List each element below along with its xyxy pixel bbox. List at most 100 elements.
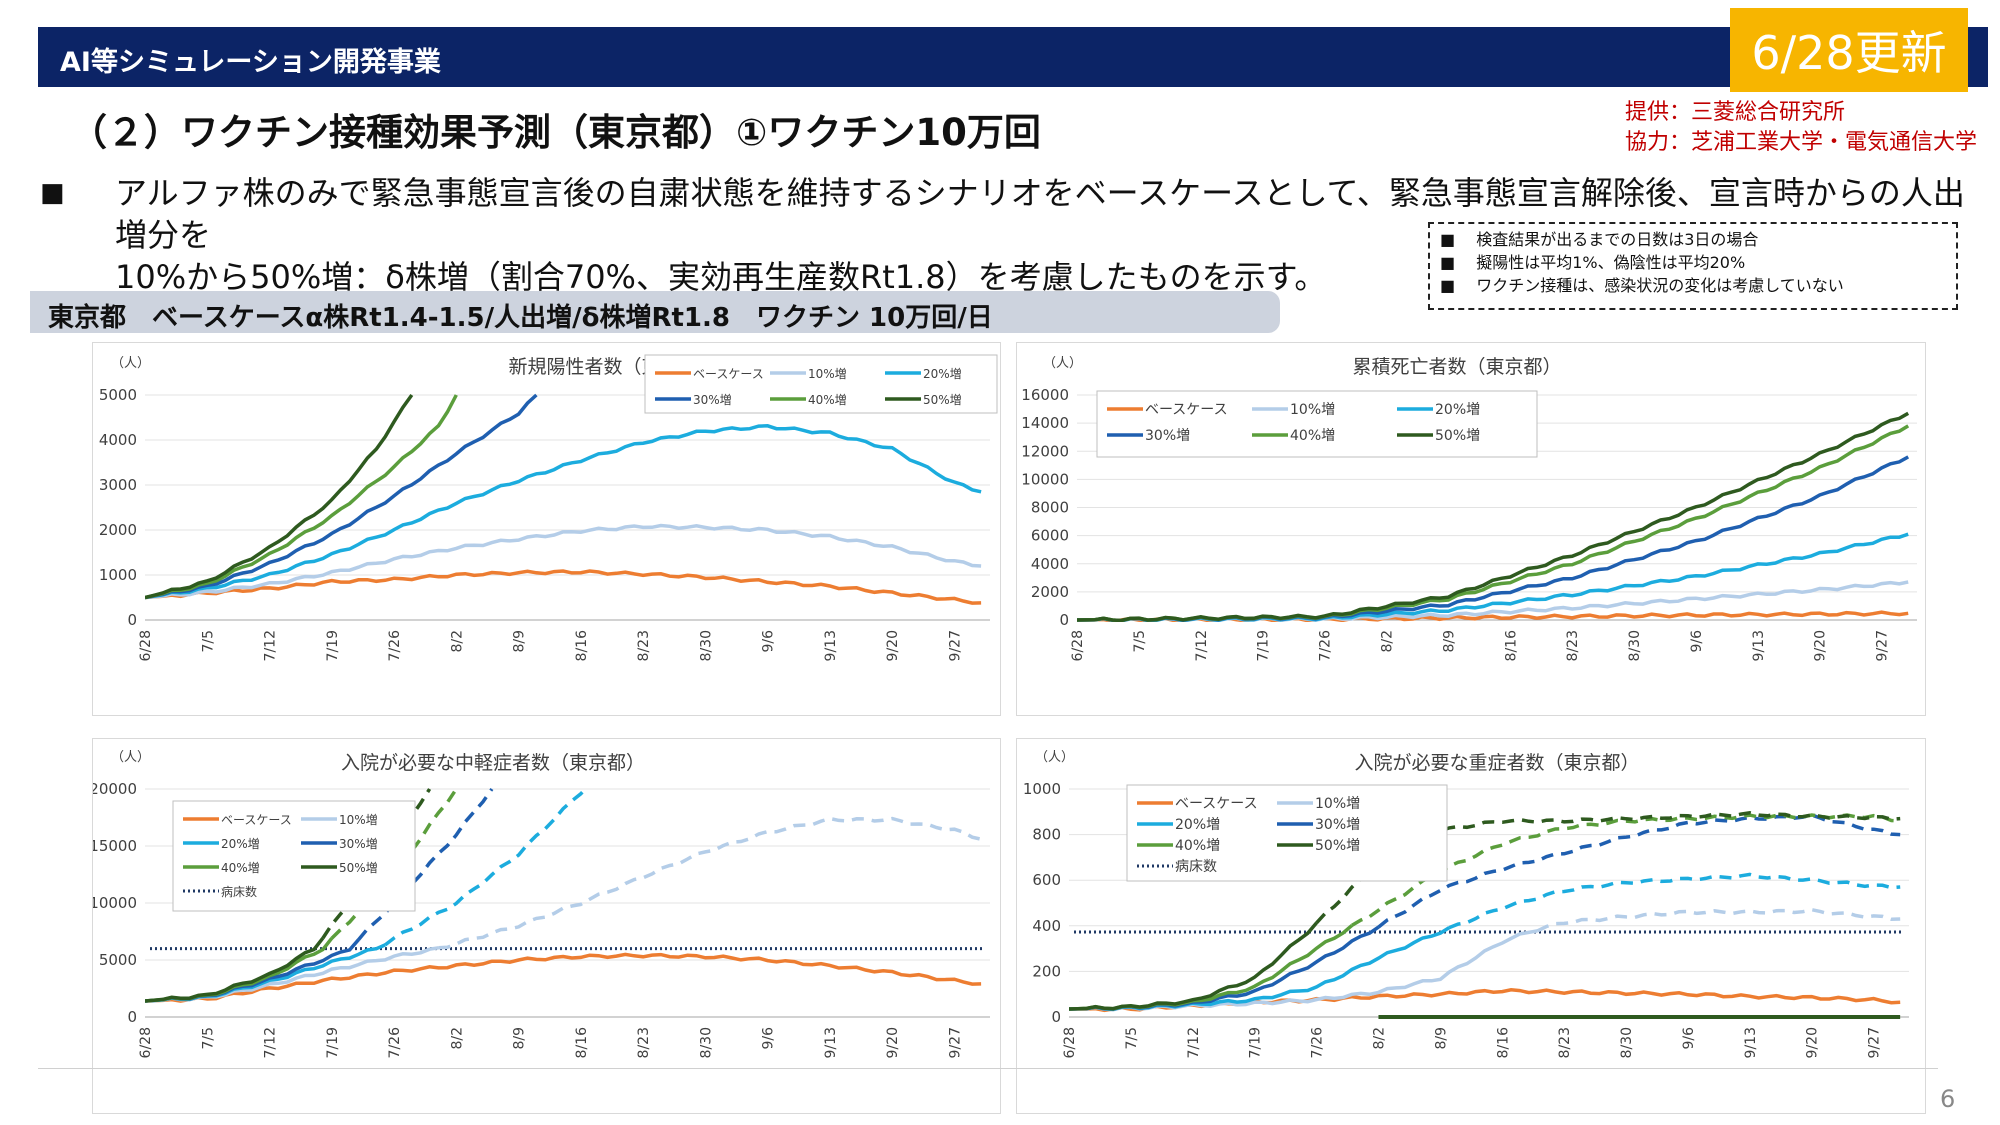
series-line-p20: [145, 943, 386, 1003]
x-tick-label: 8/16: [1495, 1027, 1511, 1059]
series-line-p20: [145, 424, 982, 600]
series-line-dashed-p30: [357, 788, 494, 941]
y-tick-label: 400: [1032, 917, 1061, 935]
series-line-p20: [1077, 532, 1909, 622]
note-item: ■ ワクチン接種は、感染状況の変化は考慮していない: [1440, 276, 1844, 295]
y-tick-label: 3000: [99, 476, 137, 494]
x-tick-label: 9/27: [1875, 630, 1891, 661]
provider-line-2: 協力：芝浦工業大学・電気通信大学: [1625, 130, 1978, 155]
y-tick-label: 600: [1032, 871, 1061, 889]
legend-label: 20%増: [221, 837, 260, 851]
y-tick-label: 10000: [1021, 470, 1069, 488]
y-tick-label: 12000: [1021, 442, 1069, 460]
legend-label: 40%増: [808, 393, 847, 407]
x-tick-label: 7/12: [263, 1027, 279, 1058]
x-tick-label: 8/9: [1441, 630, 1457, 653]
series-line-p50: [145, 937, 325, 1003]
y-tick-label: 14000: [1021, 414, 1069, 432]
scenario-label-bar: [30, 291, 1280, 333]
provider-line-1: 提供：三菱総合研究所: [1625, 100, 1846, 125]
x-tick-label: 8/30: [1627, 630, 1643, 661]
x-tick-label: 9/13: [823, 630, 839, 661]
legend-box: [1096, 390, 1538, 458]
scenario-label: 東京都 ベースケースα株Rt1.4-1.5/人出増/δ株増Rt1.8 ワクチン …: [48, 303, 993, 333]
legend-box: [644, 354, 998, 414]
x-tick-label: 9/27: [947, 630, 963, 661]
x-tick-label: 8/2: [1371, 1027, 1387, 1050]
x-tick-label: 6/28: [1062, 1027, 1078, 1058]
y-tick-label: 5000: [99, 951, 137, 969]
x-tick-label: 7/26: [387, 1027, 403, 1059]
y-tick-label: 4000: [99, 431, 137, 449]
x-tick-label: 7/26: [1318, 630, 1334, 662]
series-line-p50: [1069, 921, 1318, 1011]
series-line-dashed-p10: [438, 816, 982, 950]
legend-label: ベースケース: [693, 367, 764, 381]
x-tick-label: 9/6: [1689, 630, 1705, 653]
bullet-square-icon: ■: [40, 178, 65, 208]
legend-label: 50%増: [1315, 838, 1360, 854]
x-tick-label: 9/27: [947, 1027, 963, 1058]
x-tick-label: 7/19: [1256, 630, 1272, 661]
x-tick-label: 7/19: [1248, 1027, 1264, 1058]
series-line-p10: [145, 523, 982, 600]
x-tick-label: 8/9: [512, 1027, 528, 1050]
legend-label: ベースケース: [1145, 402, 1228, 418]
x-tick-label: 8/30: [698, 1027, 714, 1058]
x-tick-label: 8/9: [512, 630, 528, 653]
chart-panel-new-cases: 新規陽性者数（東京都） （人） 0 1000 2000 3000 4000 5000 6/28 7…: [92, 342, 1001, 716]
page-number: 6: [1940, 1085, 1956, 1113]
note-item: ■ 擬陽性は平均1%、偽陰性は平均20%: [1440, 253, 1746, 272]
x-tick-label: 8/2: [449, 630, 465, 653]
chart-panel-moderate-inpatients: 入院が必要な中軽症者数（東京都） （人） 0 5000 10000 15000 20000 6…: [89, 738, 1001, 1114]
legend-label: ベースケース: [1175, 796, 1258, 812]
moderate-inpatients-chart: 入院が必要な中軽症者数（東京都） （人） 0 5000 10000 15000 20000 6…: [89, 750, 990, 1059]
y-tick-label: 800: [1032, 826, 1061, 844]
y-tick-label: 2000: [99, 521, 137, 539]
legend-label: 20%増: [923, 367, 962, 381]
x-tick-label: 9/13: [1743, 1027, 1759, 1058]
legend-label: 50%増: [339, 861, 378, 875]
x-tick-label: 7/5: [1132, 630, 1148, 653]
series-line-p40: [145, 394, 458, 600]
legend-label: 40%増: [1290, 428, 1335, 444]
y-tick-label: 16000: [1021, 386, 1069, 404]
legend-label: ベースケース: [221, 813, 292, 827]
x-tick-label: 8/2: [449, 1027, 465, 1050]
chart-panel-severe-inpatients: 入院が必要な重症者数（東京都） （人） 0 200 400 600 800 1000 6/28 7…: [1016, 738, 1926, 1114]
series-line-p30: [145, 393, 538, 600]
section-header-bar: [38, 27, 1988, 87]
assumption-notes: ■ 検査結果が出るまでの日数は3日の場合 ■ 擬陽性は平均1%、偽陰性は平均20…: [1428, 222, 1958, 310]
y-tick-label: 1000: [1023, 780, 1061, 798]
x-tick-label: 9/6: [761, 1027, 777, 1050]
x-tick-label: 9/6: [761, 630, 777, 653]
chart-title: 累積死亡者数（東京都）: [1352, 356, 1561, 378]
series-line-p50: [1077, 411, 1910, 622]
x-tick-label: 7/26: [387, 630, 403, 662]
x-tick-label: 8/23: [1565, 630, 1581, 661]
y-tick-label: 2000: [1031, 583, 1069, 601]
series-line-dashed-p10: [1536, 907, 1901, 933]
series-line-dashed-p30: [1377, 813, 1901, 929]
y-unit-label: （人）: [1035, 750, 1074, 765]
provider-credits: 提供：三菱総合研究所 協力：芝浦工業大学・電気通信大学: [1625, 98, 1977, 158]
y-tick-label: 6000: [1031, 527, 1069, 545]
description-line-2: 10%から50%増：δ株増（割合70%、実効再生産数Rt1.8）を考慮したものを…: [115, 258, 1327, 296]
y-tick-label: 8000: [1031, 499, 1069, 517]
x-tick-label: 8/23: [1557, 1027, 1573, 1058]
x-tick-label: 9/27: [1867, 1027, 1883, 1058]
x-tick-label: 9/20: [1813, 630, 1829, 661]
y-tick-label: 0: [1051, 1008, 1061, 1026]
chart-title: 入院が必要な重症者数（東京都）: [1354, 752, 1639, 774]
x-tick-label: 8/23: [636, 630, 652, 661]
x-tick-label: 7/19: [325, 630, 341, 661]
chart-panel-cumulative-deaths: 累積死亡者数（東京都） （人） 0 2000 4000 6000 8000 10000 1200…: [1016, 342, 1926, 716]
y-tick-label: 5000: [99, 386, 137, 404]
x-tick-label: 9/20: [885, 1027, 901, 1058]
x-tick-label: 8/23: [636, 1027, 652, 1058]
x-tick-label: 6/28: [138, 630, 154, 661]
legend-label: 30%増: [1145, 428, 1190, 444]
update-badge: 6/28更新: [1730, 8, 1968, 92]
legend-label: 50%増: [1435, 428, 1480, 444]
